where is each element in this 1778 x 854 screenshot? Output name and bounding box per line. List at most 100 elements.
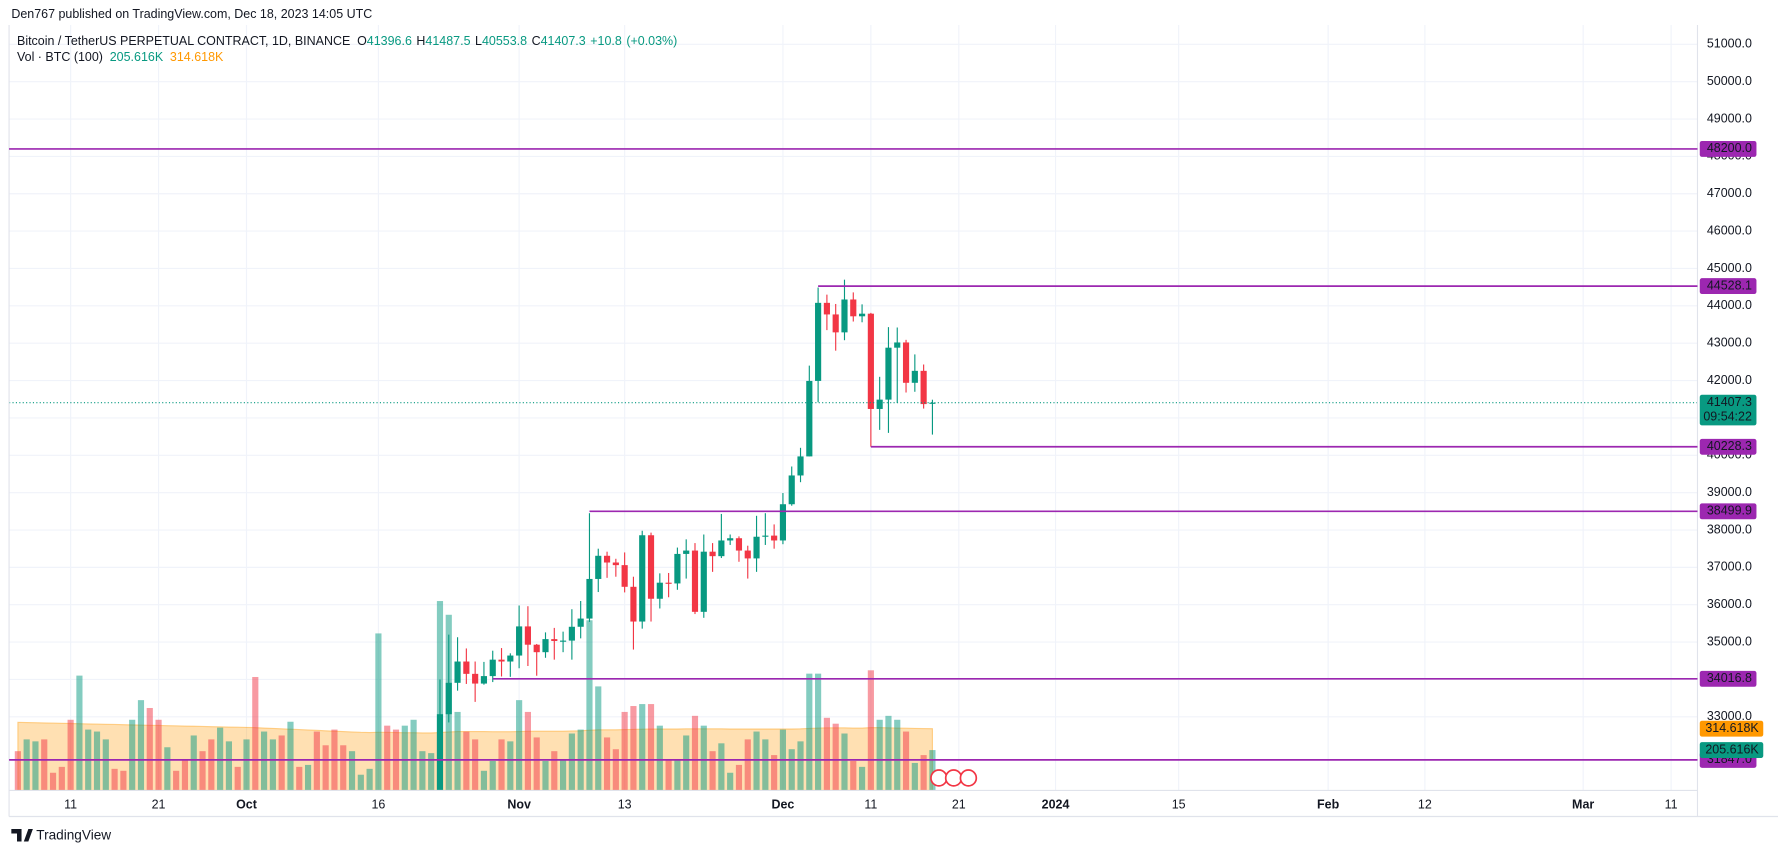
volume-bar	[181, 759, 189, 791]
y-tick-label: 47000.0	[1707, 186, 1752, 200]
volume-bar	[261, 731, 268, 791]
y-tick-label: 37000.0	[1707, 560, 1752, 574]
candle-body	[815, 302, 822, 381]
volume-bar	[463, 731, 470, 791]
y-tick-label: 49000.0	[1707, 111, 1752, 125]
volume-bar	[58, 766, 65, 791]
volume-bar	[753, 731, 760, 791]
y-tick-label: 35000.0	[1707, 634, 1752, 648]
volume-bar	[173, 770, 180, 791]
event-icon[interactable]	[930, 769, 948, 787]
volume-bar	[612, 749, 619, 791]
volume-bar	[190, 735, 197, 791]
volume-bar	[691, 715, 699, 791]
volume-bar	[797, 741, 804, 791]
volume-bar	[902, 731, 910, 791]
last-price-badge	[1699, 394, 1757, 426]
volume-bar	[885, 715, 892, 791]
candle-body	[551, 639, 558, 641]
candle-body	[621, 565, 628, 587]
volume-bar	[322, 745, 329, 791]
candle-body	[516, 626, 523, 656]
legend-line: Bitcoin / TetherUS PERPETUAL CONTRACT, 1…	[17, 34, 677, 48]
candle-body	[700, 551, 707, 612]
volume-bar	[647, 704, 655, 791]
y-tick-label: 44000.0	[1707, 298, 1752, 312]
x-tick-label: 2024	[1042, 797, 1070, 811]
symbol-title: Bitcoin / TetherUS PERPETUAL CONTRACT, 1…	[17, 34, 350, 48]
candle-body	[480, 676, 488, 684]
candle-body	[586, 578, 593, 619]
candle-body	[454, 661, 461, 683]
candle-body	[498, 659, 505, 662]
candle-body	[656, 582, 663, 599]
volume-bar	[586, 620, 593, 791]
volume-badge-label: 205.616K	[1705, 742, 1759, 756]
ohlc-value: 41396.6	[367, 34, 412, 48]
candle-body	[806, 380, 813, 457]
volume-ma-last: 314.618K	[170, 50, 224, 64]
candle-body	[841, 299, 848, 333]
volume-bar	[674, 759, 681, 791]
volume-bar	[727, 772, 734, 791]
volume-bar	[560, 759, 567, 791]
candle-body	[876, 399, 883, 409]
publisher: Den767 published on TradingView.com, Dec…	[11, 7, 372, 21]
x-tick-label: 16	[371, 797, 385, 811]
y-tick-label: 38000.0	[1707, 522, 1752, 536]
volume-bar	[49, 772, 57, 791]
candle-body	[762, 535, 769, 537]
volume-bar	[894, 719, 901, 791]
candle-body	[867, 313, 874, 409]
event-icon[interactable]	[959, 769, 978, 787]
level-label: 40228.3	[1707, 439, 1752, 453]
candle-body	[858, 313, 866, 317]
volume-legend: Vol · BTC (100) 205.616K 314.618K	[17, 50, 224, 64]
y-tick-label: 36000.0	[1707, 597, 1752, 611]
volume-bar	[129, 719, 136, 791]
brand: TradingView	[36, 827, 111, 842]
volume-bar	[735, 764, 743, 791]
candle-body	[463, 661, 470, 674]
volume-bar	[621, 711, 628, 791]
candle-body	[744, 550, 751, 559]
x-tick-label: Feb	[1317, 797, 1340, 811]
level-badge	[1699, 670, 1757, 687]
x-tick-label: 21	[952, 797, 966, 811]
candle-body	[885, 347, 892, 400]
volume-bar	[920, 755, 927, 791]
candle-body	[894, 342, 901, 348]
ohlc-value: 41407.3	[541, 34, 586, 48]
y-tick-label: 33000.0	[1707, 709, 1752, 723]
change-pct: (+0.03%)	[626, 34, 677, 48]
event-icon[interactable]	[944, 769, 963, 787]
volume-bar	[850, 760, 857, 791]
volume-bar	[700, 725, 707, 791]
ohlc-value: 41487.5	[425, 34, 470, 48]
change: +10.8	[590, 34, 622, 48]
volume-bar	[23, 739, 30, 791]
candle-body	[568, 626, 575, 641]
volume-ma-badge	[1699, 720, 1764, 737]
candle-body	[612, 562, 619, 566]
x-tick-label: Mar	[1572, 797, 1594, 811]
volume-bar	[410, 719, 417, 791]
x-tick-label: 11	[64, 797, 77, 811]
volume-bar	[340, 745, 347, 791]
volume-bar	[630, 706, 637, 791]
level-label: 34016.8	[1707, 671, 1752, 685]
candle-body	[735, 538, 743, 551]
volume-bar	[718, 743, 725, 791]
volume-bar	[876, 719, 883, 791]
volume-badge	[1699, 742, 1764, 759]
volume-bar	[454, 711, 461, 791]
candle-body	[797, 456, 804, 476]
candle-body	[902, 342, 910, 383]
x-tick-label: Nov	[507, 797, 531, 811]
level-label: 44528.1	[1707, 278, 1752, 292]
x-tick-label: 12	[1418, 797, 1432, 811]
volume-bar	[252, 676, 259, 791]
y-tick-label: 43000.0	[1707, 335, 1752, 349]
volume-bar	[639, 704, 646, 791]
candle-body	[524, 626, 531, 645]
